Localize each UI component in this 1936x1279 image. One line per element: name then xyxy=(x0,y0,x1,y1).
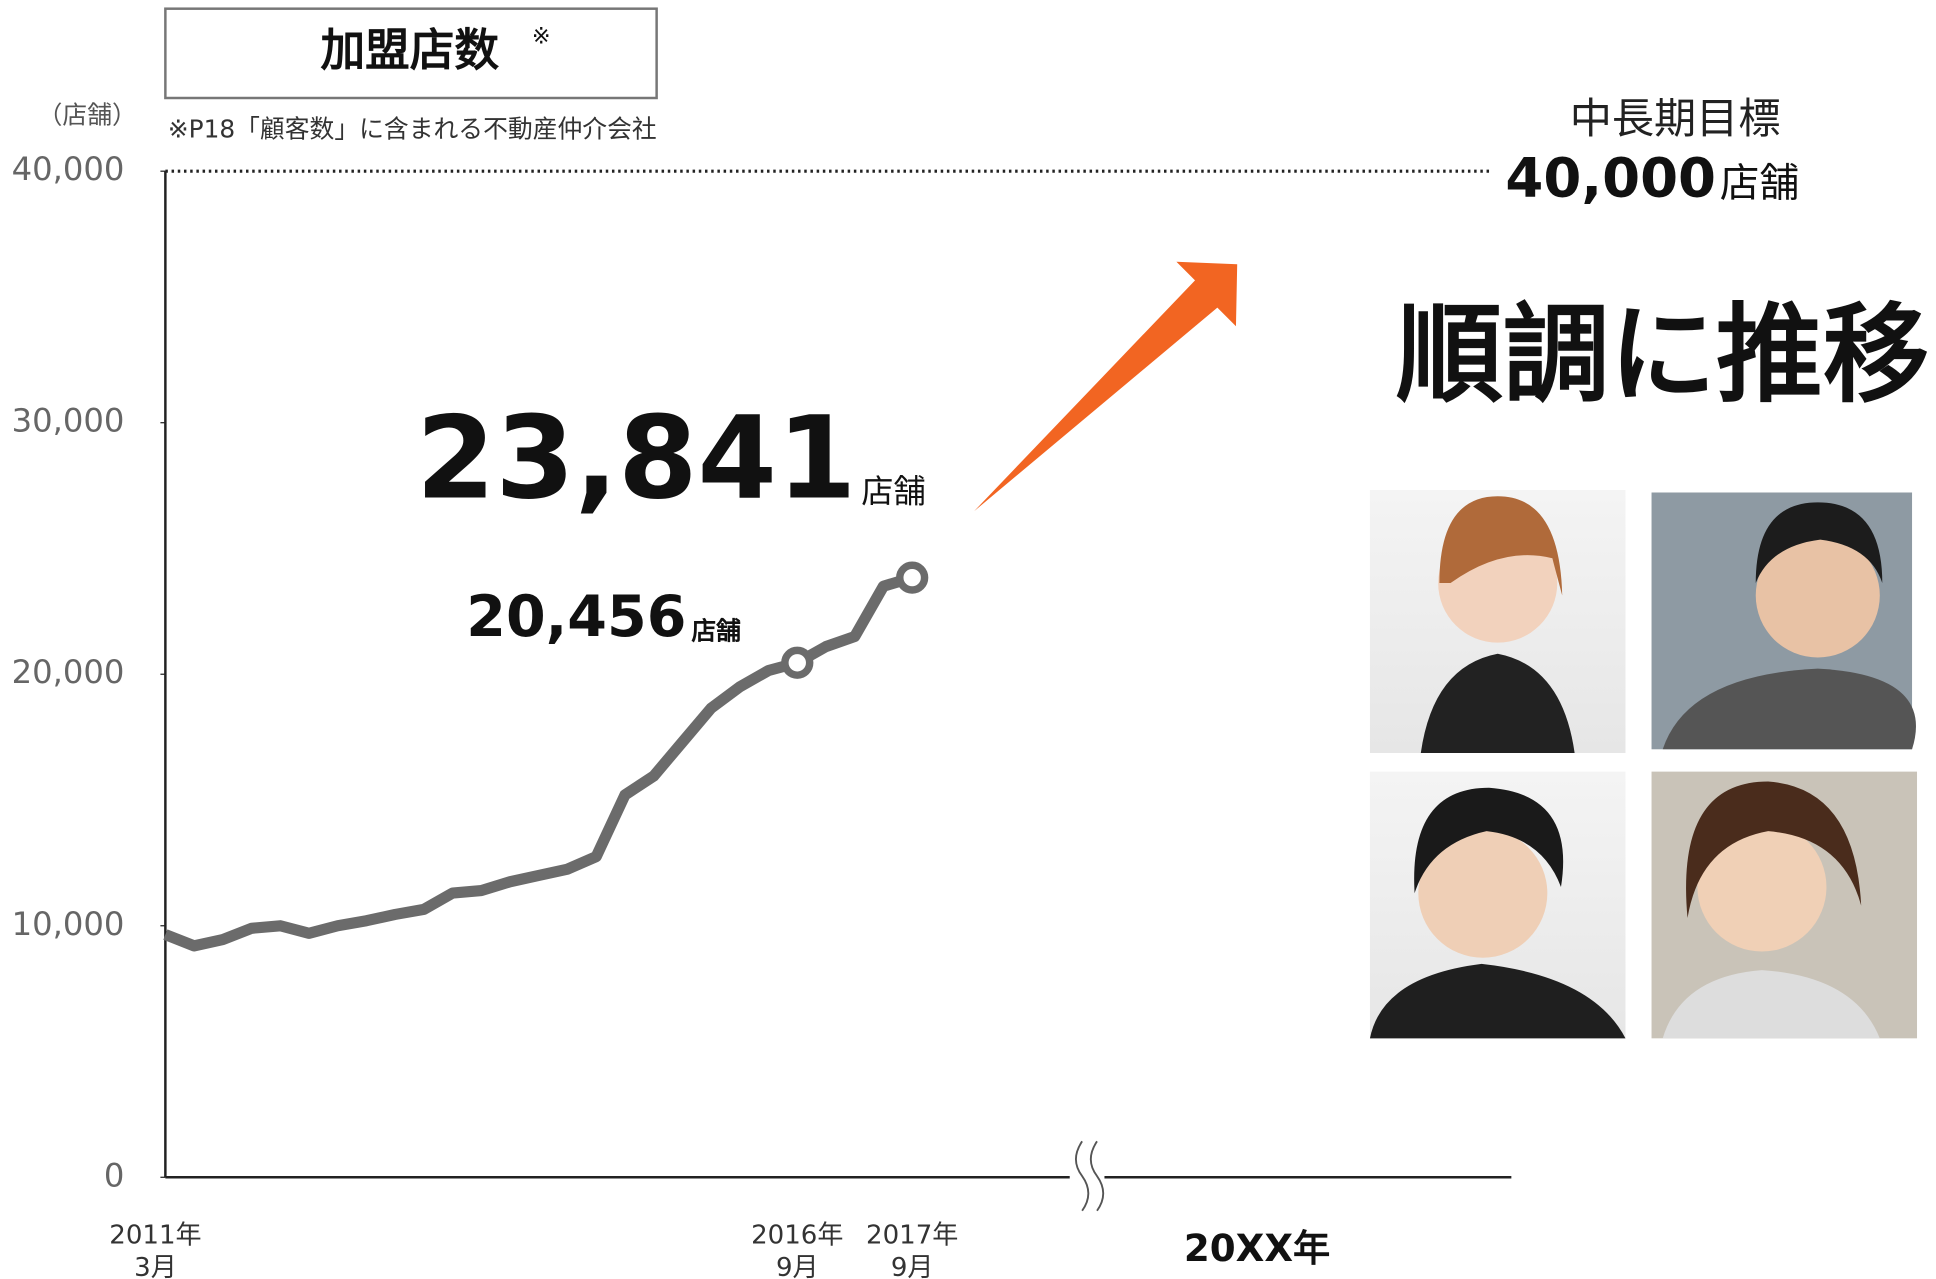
target-unit: 店舗 xyxy=(1720,161,1799,207)
target-label: 中長期目標 xyxy=(1570,94,1781,143)
y-tick-label: 40,000 xyxy=(12,150,125,188)
value-label-unit: 店舗 xyxy=(691,617,741,646)
chart-title: 加盟店数 xyxy=(320,24,499,76)
axis-break xyxy=(1075,1140,1105,1212)
value-label: 20,456 xyxy=(466,584,686,650)
x-tick-label: 2017年 9月 xyxy=(866,1220,958,1279)
point-marker xyxy=(896,561,929,594)
trend-arrow xyxy=(974,261,1238,512)
y-tick-label: 30,000 xyxy=(12,402,125,440)
future-label: 20XX年 xyxy=(1184,1226,1330,1270)
x-tick-label: 2011年 3月 xyxy=(109,1220,201,1279)
title-box xyxy=(164,7,658,100)
target-value: 40,000 xyxy=(1505,145,1716,209)
y-tick-label: 0 xyxy=(104,1156,125,1194)
note: ※P18「顧客数」に含まれる不動産仲介会社 xyxy=(168,114,657,143)
y-tick-label: 20,000 xyxy=(12,653,125,691)
photos xyxy=(1369,490,1918,1039)
value-label-unit: 店舗 xyxy=(861,473,926,511)
value-label: 23,841 xyxy=(416,392,856,525)
y-unit: （店舗） xyxy=(38,101,137,130)
point-marker xyxy=(781,646,814,679)
x-tick-label: 2016年 9月 xyxy=(751,1220,843,1279)
y-tick-label: 10,000 xyxy=(12,905,125,943)
headline: 順調に推移 xyxy=(1396,294,1929,418)
title-mark: ※ xyxy=(532,24,551,50)
